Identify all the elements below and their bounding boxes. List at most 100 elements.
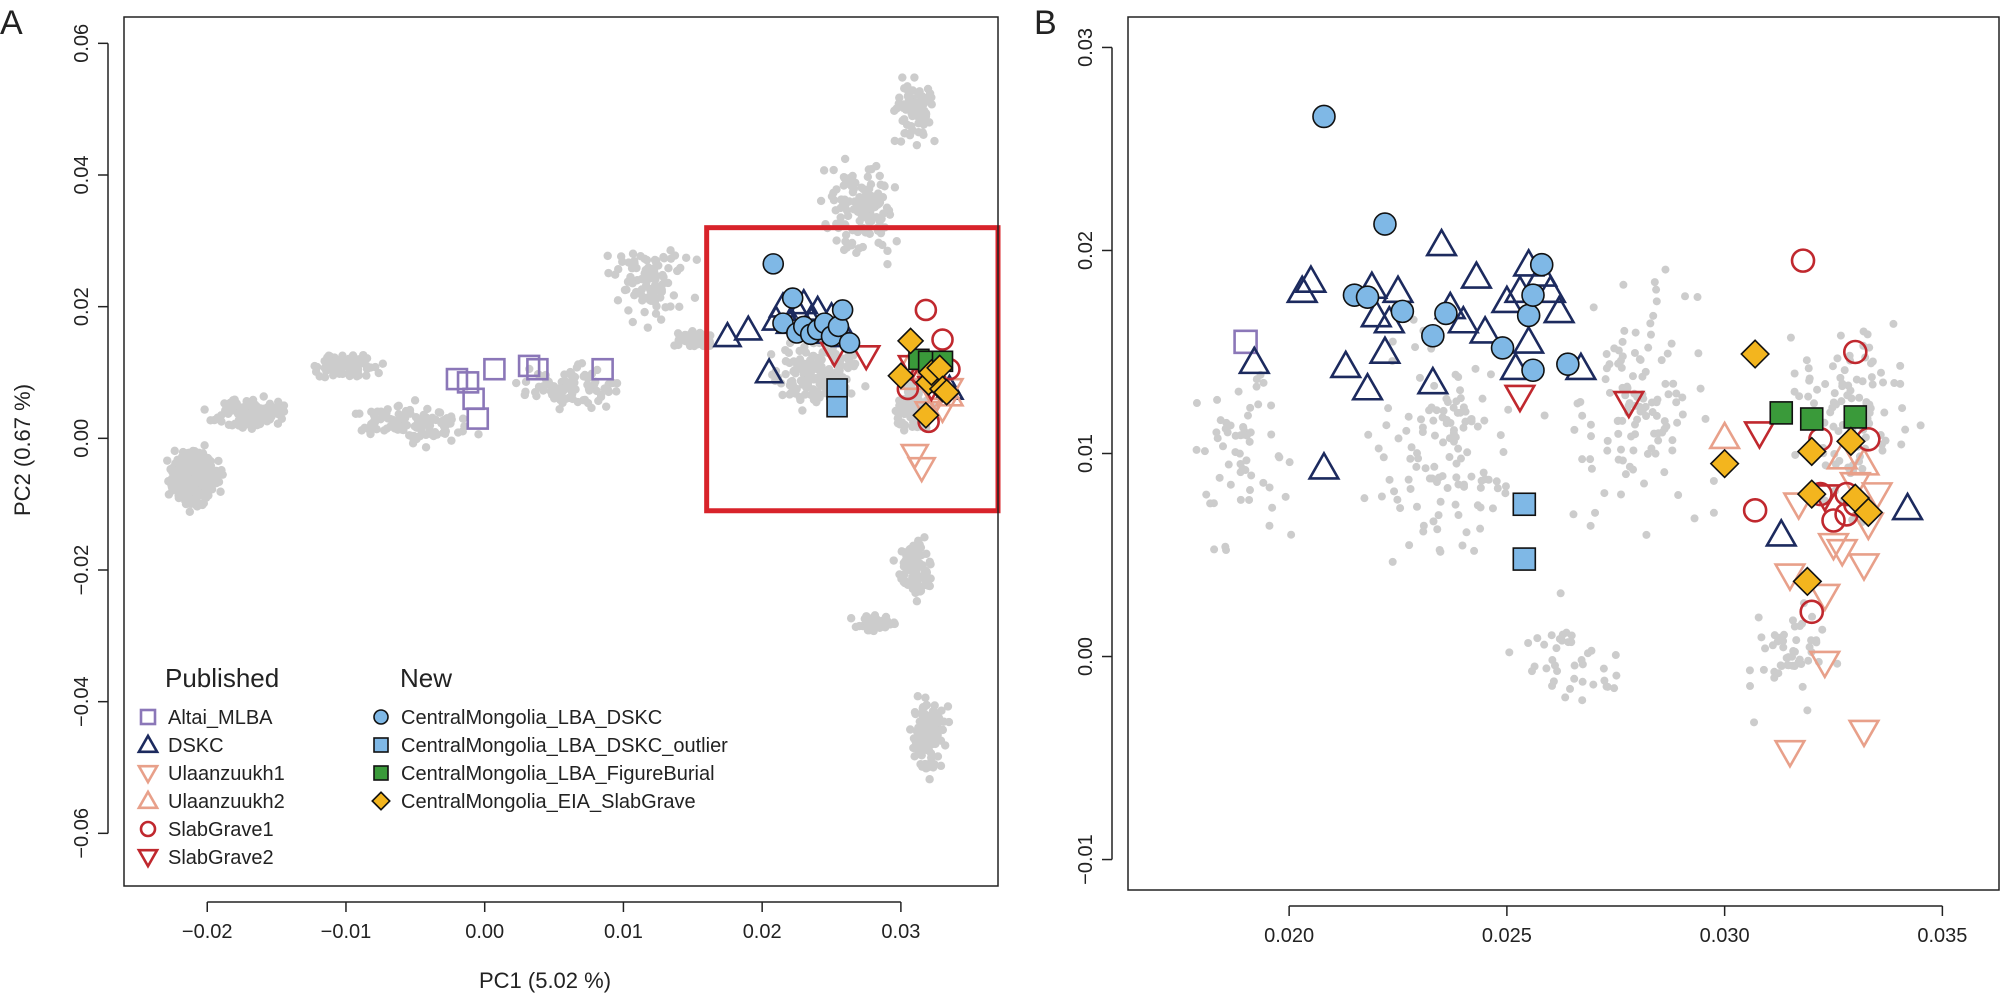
point-centralmongolia-lba-dskc [762, 253, 785, 275]
point-dskc [1459, 259, 1493, 289]
background-point [659, 254, 669, 263]
background-point [1236, 495, 1245, 504]
background-point [1831, 460, 1840, 469]
point-dskc [1294, 264, 1328, 293]
legend-marker-centralmongolia-eia-slabgrave [371, 791, 391, 811]
background-point [1826, 408, 1835, 417]
background-point [1652, 297, 1661, 306]
background-point [432, 430, 442, 439]
point-dskc [1542, 294, 1576, 324]
background-point [178, 454, 187, 463]
background-point [904, 94, 914, 104]
background-point [1570, 674, 1579, 683]
background-point [1794, 658, 1803, 667]
background-point [1611, 651, 1620, 660]
point-slabgrave1 [1742, 498, 1768, 523]
point-slabgrave1 [1790, 248, 1816, 273]
legend-marker-slabgrave1 [139, 820, 157, 838]
background-point [610, 270, 620, 279]
y-tick-label: 0.00 [1075, 637, 1097, 676]
background-point [651, 309, 661, 318]
background-point [1466, 415, 1475, 424]
background-point [1236, 459, 1245, 468]
background-point [1636, 407, 1645, 416]
background-point [362, 361, 371, 370]
panel-b-series [1233, 104, 1925, 769]
background-point [1542, 664, 1551, 673]
background-point [1226, 480, 1235, 489]
x-tick-label: 0.030 [1700, 925, 1750, 947]
point-centralmongolia-lba-dskc [1390, 299, 1415, 324]
legend-marker-centralmongolia-lba-dskc [373, 709, 389, 725]
background-point [406, 431, 415, 440]
background-point [206, 468, 215, 478]
background-point [1360, 494, 1369, 503]
x-tick-label: 0.02 [743, 921, 782, 943]
background-point [657, 285, 666, 295]
background-point [1206, 499, 1215, 508]
background-point [841, 230, 851, 240]
point-altai-mlba [1233, 329, 1258, 355]
background-point [353, 366, 362, 376]
background-point [1412, 502, 1421, 511]
background-point [1587, 432, 1596, 441]
background-point [1364, 430, 1373, 439]
background-point [676, 263, 685, 273]
background-point [1573, 399, 1582, 408]
series-centralmongolia-eia-slabgrave [887, 327, 961, 429]
legend-label-centralmongolia-lba-dskc-outlier: CentralMongolia_LBA_DSKC_outlier [401, 735, 728, 757]
background-point [539, 381, 548, 391]
background-point [800, 342, 809, 352]
background-point [1838, 382, 1847, 391]
point-centralmongolia-lba-dskc [1373, 212, 1397, 236]
background-point [512, 378, 521, 388]
background-point [1836, 373, 1845, 382]
point-centralmongolia-eia-slabgrave [912, 401, 940, 429]
background-point [224, 420, 234, 430]
background-point [608, 378, 618, 388]
background-point [1499, 448, 1508, 457]
background-point [1429, 416, 1438, 425]
background-point [800, 390, 810, 399]
background-point [1434, 473, 1443, 482]
background-point [1601, 375, 1610, 384]
background-point [1790, 647, 1799, 656]
background-point [1818, 625, 1827, 634]
point-centralmongolia-lba-dskc [831, 299, 854, 321]
background-point [1690, 514, 1699, 523]
x-tick-label: 0.01 [604, 921, 643, 943]
background-point [907, 555, 917, 564]
x-tick-label: 0.020 [1264, 925, 1314, 947]
background-point [1616, 445, 1625, 454]
background-point [612, 387, 621, 396]
background-point [1833, 659, 1842, 668]
background-point [1473, 422, 1482, 431]
background-point [1501, 489, 1510, 498]
background-point [1578, 696, 1587, 705]
background-point [164, 490, 174, 499]
background-point [1449, 403, 1458, 412]
background-point [643, 323, 653, 332]
background-point [1631, 328, 1640, 337]
background-point [584, 384, 594, 393]
point-centralmongolia-eia-slabgrave [1853, 497, 1884, 528]
background-point [342, 362, 351, 371]
point-altai-mlba [517, 354, 541, 378]
legend-marker-centralmongolia-lba-dskc-outlier [373, 737, 389, 753]
y-tick-label: −0.04 [71, 676, 93, 727]
x-tick-label: −0.01 [321, 921, 372, 943]
background-point [1505, 648, 1514, 657]
background-point [1661, 265, 1670, 274]
background-point [916, 718, 925, 727]
legend-label-centralmongolia-lba-dskc: CentralMongolia_LBA_DSKC [401, 707, 662, 729]
background-point [273, 397, 283, 407]
background-point [910, 708, 920, 717]
background-point [359, 350, 368, 360]
point-centralmongolia-lba-dskc [838, 332, 861, 354]
point-ulaanzuukh1 [1825, 538, 1859, 568]
background-point [880, 182, 889, 191]
background-point [1436, 497, 1445, 506]
series-centralmongolia-lba-dskc-outlier [826, 378, 848, 418]
background-point [912, 597, 922, 606]
background-point [628, 249, 638, 258]
